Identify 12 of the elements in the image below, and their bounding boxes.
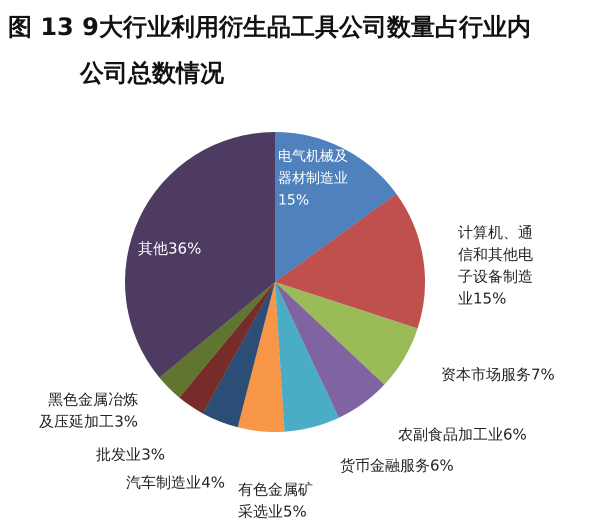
slice-label: 其他36% xyxy=(138,239,202,258)
slice-label: 电气机械及器材制造业 xyxy=(278,148,348,187)
slice-label: 货币金融服务6% xyxy=(340,456,454,474)
chart-title: 图 13 9大行业利用衍生品工具公司数量占行业内公司总数情况 xyxy=(8,12,532,89)
slice-label: 批发业3% xyxy=(96,445,165,464)
slice-label: 汽车制造业4% xyxy=(126,473,225,492)
slice-label: 计算机、通信和其他电子设备制造业15% xyxy=(458,223,533,308)
data-label: 15% xyxy=(278,192,310,209)
slice-label: 黑色金属冶炼及压延加工3% xyxy=(39,390,138,430)
slice-label: 农副食品加工业6% xyxy=(398,425,527,444)
slice-label: 有色金属矿采选业5% xyxy=(238,480,313,520)
slice-label: 资本市场服务7% xyxy=(441,365,555,384)
